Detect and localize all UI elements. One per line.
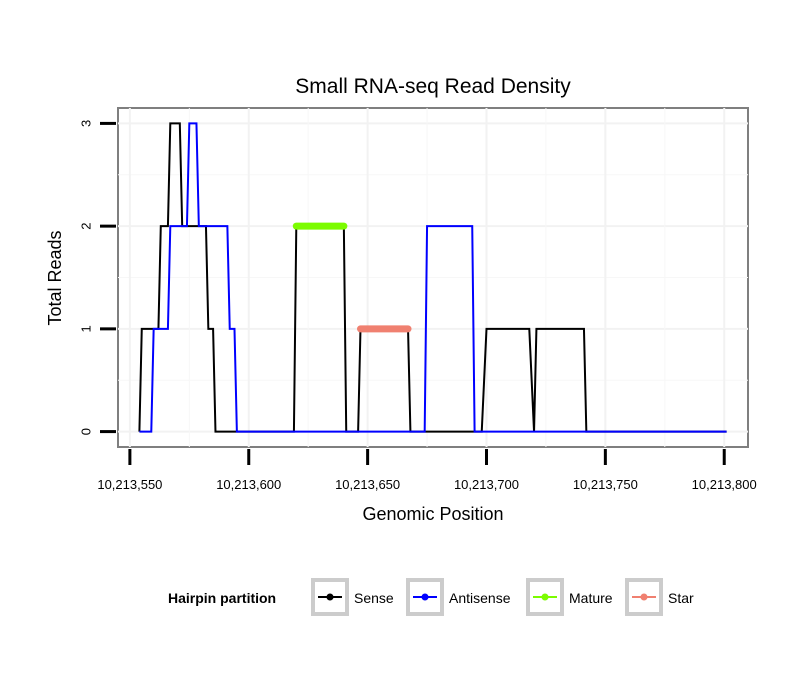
series-line-antisense [139, 122, 727, 433]
x-tick-label: 10,213,750 [573, 477, 638, 492]
y-axis-title: Total Reads [45, 230, 65, 325]
y-tick-label: 1 [78, 325, 93, 332]
x-tick-label: 10,213,700 [454, 477, 519, 492]
x-axis-title: Genomic Position [362, 504, 503, 524]
y-axis: 0 1 2 3 [78, 120, 116, 435]
legend-item-mature: Mature [526, 578, 613, 616]
y-tick-label: 3 [78, 120, 93, 127]
chart-title: Small RNA-seq Read Density [295, 75, 571, 98]
legend-label: Sense [354, 590, 394, 606]
x-axis: 10,213,550 10,213,600 10,213,650 10,213,700… [97, 449, 757, 492]
legend-label: Antisense [449, 590, 511, 606]
series-lines [138, 122, 727, 433]
legend-key-dot [421, 593, 429, 601]
legend-title: Hairpin partition [168, 590, 276, 606]
legend-label: Star [668, 590, 694, 606]
legend-item-antisense: Antisense [406, 578, 511, 616]
y-tick-label: 0 [78, 428, 93, 435]
legend-label: Mature [569, 590, 613, 606]
legend-key-dot [640, 593, 648, 601]
x-tick-label: 10,213,650 [335, 477, 400, 492]
legend-key-dot [541, 593, 549, 601]
legend-item-sense: Sense [311, 578, 394, 616]
x-tick-label: 10,213,800 [692, 477, 757, 492]
x-tick-label: 10,213,550 [97, 477, 162, 492]
y-tick-label: 2 [78, 223, 93, 230]
x-tick-label: 10,213,600 [216, 477, 281, 492]
legend-key-dot [326, 593, 334, 601]
legend: Hairpin partition Sense Antisense Mature St… [168, 578, 694, 616]
legend-item-star: Star [625, 578, 694, 616]
